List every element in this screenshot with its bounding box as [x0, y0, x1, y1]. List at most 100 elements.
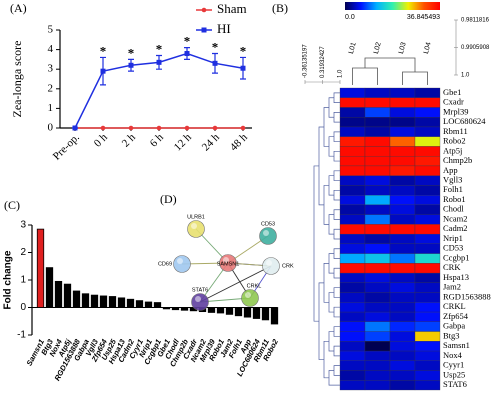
- row-label: Jam2: [443, 282, 461, 292]
- row-label: Robo2: [443, 136, 466, 146]
- heat-cell: [364, 126, 391, 137]
- node-highlight: [177, 258, 183, 264]
- row-label: Rbm11: [443, 126, 468, 136]
- heat-cell: [414, 195, 441, 206]
- heat-cell: [389, 243, 416, 254]
- heat-cell: [364, 117, 391, 128]
- heat-cell: [339, 165, 366, 176]
- dendro-branch: [323, 107, 329, 147]
- significance: *: [128, 45, 135, 60]
- col-dendrogram: [352, 57, 428, 85]
- panel-label: (A): [10, 1, 27, 15]
- node-highlight: [266, 260, 272, 266]
- heat-cell: [364, 302, 391, 313]
- bar: [252, 307, 261, 319]
- heat-cell: [339, 331, 366, 342]
- heat-cell: [339, 321, 366, 332]
- row-label: Atp5j: [443, 145, 462, 155]
- dendro-branch: [328, 175, 334, 196]
- dendro-tick-label: 1.0: [461, 73, 470, 79]
- dendro-branch: [333, 209, 340, 220]
- heat-cell: [339, 243, 366, 254]
- legend-marker: [201, 7, 207, 13]
- heat-cell: [389, 282, 416, 293]
- heat-cell: [389, 253, 416, 264]
- heat-cell: [339, 263, 366, 274]
- heat-cell: [389, 302, 416, 313]
- panel-label: (C): [4, 198, 20, 212]
- dendro-branch: [333, 150, 340, 162]
- heat-cell: [339, 292, 366, 303]
- heat-cell: [364, 195, 391, 206]
- heat-cell: [389, 272, 416, 283]
- heat-cell: [389, 87, 416, 98]
- bar: [90, 294, 99, 308]
- bar: [108, 296, 117, 308]
- heat-cell: [389, 195, 416, 206]
- dendro-branch: [333, 170, 340, 181]
- heat-cell: [414, 302, 441, 313]
- y-tick-label: 2: [48, 82, 54, 94]
- row-label: Nox4: [443, 350, 463, 360]
- heat-cell: [339, 253, 366, 264]
- bar: [45, 267, 54, 308]
- heat-cell: [414, 321, 441, 332]
- x-tick-label: 48 h: [228, 131, 250, 153]
- dendro-tick-label: -0.36135197: [303, 44, 309, 78]
- heat-cell: [339, 360, 366, 371]
- y-tick-label: 4: [48, 43, 54, 55]
- heat-cell: [364, 370, 391, 381]
- bar: [216, 307, 225, 314]
- node-label: STAT6: [192, 287, 208, 293]
- heat-cell: [414, 126, 441, 137]
- heat-cell: [414, 272, 441, 283]
- heat-cell: [339, 370, 366, 381]
- bar: [72, 290, 81, 308]
- significance: *: [212, 40, 219, 55]
- dendro-branch: [333, 189, 340, 201]
- node: [191, 293, 209, 311]
- row-label: Samsn1: [443, 340, 470, 350]
- heat-cell: [339, 156, 366, 167]
- point: [212, 125, 218, 131]
- heat-cell: [414, 253, 441, 264]
- heat-cell: [339, 233, 366, 245]
- dendro-branch: [333, 267, 340, 279]
- heat-cell: [364, 185, 391, 196]
- heat-cell: [339, 175, 366, 186]
- heat-cell: [364, 282, 391, 293]
- y-tick-label: 3: [20, 220, 26, 231]
- dendro-branch: [352, 67, 378, 85]
- row-label: RGD1563888: [443, 291, 491, 301]
- heat-cell: [364, 87, 391, 98]
- row-label: LOC680624: [443, 116, 486, 126]
- bar: [99, 295, 108, 308]
- node-highlight: [191, 223, 197, 229]
- bar: [180, 307, 189, 311]
- row-label: Ncam2: [443, 213, 468, 223]
- heat-cell: [339, 107, 366, 118]
- point: [100, 125, 106, 131]
- dendro-branch: [323, 185, 329, 225]
- legend-label: HI: [217, 21, 231, 36]
- heat-cell: [414, 263, 441, 274]
- row-label: CRKL: [443, 301, 466, 311]
- heat-cell: [414, 97, 441, 108]
- heat-cell: [364, 224, 391, 235]
- point: [240, 65, 246, 71]
- dendro-branch: [364, 57, 416, 72]
- heat-cell: [339, 146, 366, 157]
- heat-cell: [364, 214, 391, 225]
- dendro-branch: [333, 345, 340, 357]
- heat-cell: [364, 107, 391, 118]
- row-label: Cxadr: [443, 97, 464, 107]
- heat-cell: [339, 117, 366, 128]
- heat-cell: [389, 360, 416, 371]
- dendro-branch: [328, 292, 334, 313]
- heat-cell: [414, 233, 441, 245]
- heat-cell: [364, 97, 391, 108]
- significance: *: [184, 34, 191, 49]
- bar: [162, 307, 171, 310]
- x-tick-label: 2 h: [120, 131, 139, 150]
- dendro-branch: [333, 228, 340, 240]
